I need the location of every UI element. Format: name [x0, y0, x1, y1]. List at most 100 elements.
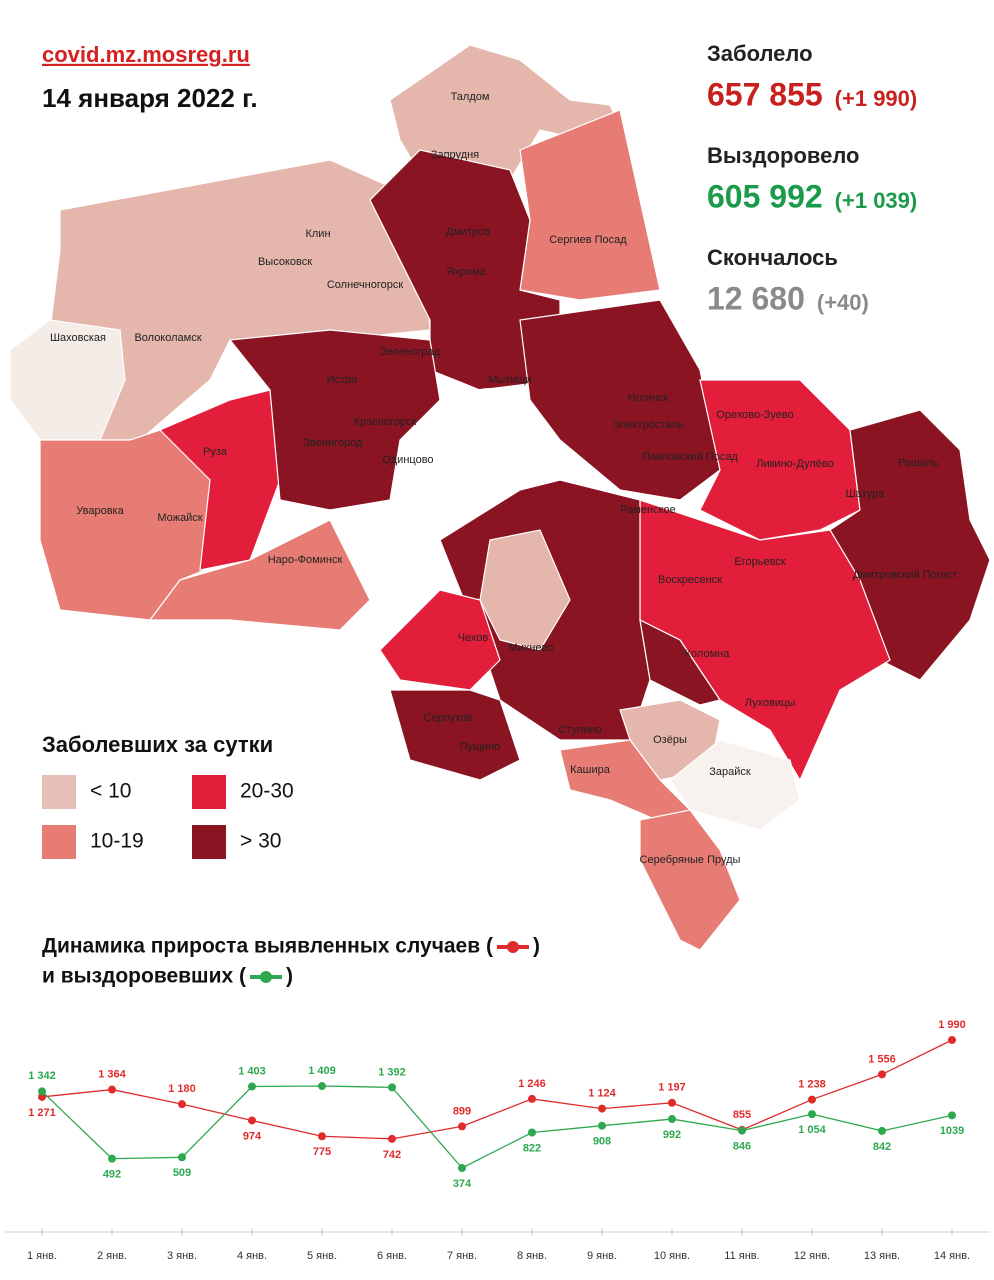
- legend-swatch: [42, 775, 76, 809]
- x-tick-label: 10 янв.: [654, 1250, 690, 1262]
- city-label: Уваровка: [76, 505, 124, 517]
- value-label: 1 054: [798, 1124, 826, 1136]
- point: [388, 1083, 396, 1092]
- point: [38, 1087, 46, 1096]
- series-line: [41, 1085, 953, 1169]
- stat-delta: (+40): [817, 290, 869, 315]
- point: [458, 1164, 466, 1172]
- value-label: 1 392: [378, 1066, 406, 1078]
- stat-label: Заболело: [707, 41, 813, 66]
- x-tick-label: 14 янв.: [934, 1250, 970, 1262]
- city-label: Шатура: [846, 488, 886, 500]
- stat-delta: (+1 039): [835, 188, 918, 213]
- city-label: Дмитров: [446, 226, 490, 238]
- value-label: 775: [313, 1146, 331, 1158]
- x-tick-label: 12 янв.: [794, 1250, 830, 1262]
- value-label: 1 409: [308, 1065, 336, 1077]
- stat-value: 657 855: [707, 76, 823, 112]
- x-tick-label: 3 янв.: [167, 1250, 197, 1262]
- city-label: Электросталь: [613, 419, 684, 431]
- region: [158, 389, 281, 571]
- value-label: 1 556: [868, 1053, 896, 1065]
- legend: Заболевших за сутки < 10 20-30 10-19 > 30: [42, 732, 294, 859]
- city-label: Солнечногорск: [327, 279, 403, 291]
- moscow-hole: [438, 388, 542, 492]
- chart-title: ): [286, 965, 293, 988]
- legend-title: Заболевших за сутки: [42, 732, 273, 757]
- city-label: Озёры: [653, 734, 687, 746]
- city-label: Наро-Фоминск: [268, 554, 343, 566]
- city-label: Можайск: [157, 512, 202, 524]
- city-label: Ликино-Дулёво: [756, 458, 834, 470]
- city-label: Егорьевск: [734, 556, 785, 568]
- point: [668, 1115, 676, 1124]
- value-label: 1 403: [238, 1065, 266, 1077]
- point: [178, 1100, 186, 1109]
- city-label: Серебряные Пруды: [640, 854, 741, 866]
- point: [108, 1085, 116, 1094]
- x-tick-label: 2 янв.: [97, 1250, 127, 1262]
- city-label: Павловский Посад: [642, 451, 738, 463]
- city-label: Волоколамск: [134, 332, 201, 344]
- stat-label: Выздоровело: [707, 143, 860, 168]
- legend-swatch: [192, 775, 226, 809]
- city-label: Ступино: [559, 724, 602, 736]
- x-tick-label: 6 янв.: [377, 1250, 407, 1262]
- city-label: Истра: [327, 374, 359, 386]
- city-label: Клин: [305, 228, 330, 240]
- legend-label: 10-19: [90, 830, 144, 853]
- date: 14 января 2022 г.: [42, 83, 258, 113]
- region: [228, 329, 441, 511]
- value-label: 1 271: [28, 1107, 56, 1119]
- point: [668, 1098, 676, 1107]
- stat-label: Скончалось: [707, 245, 838, 270]
- city-label: Рошаль: [898, 457, 938, 469]
- city-label: Коломна: [685, 648, 731, 660]
- point: [948, 1111, 956, 1120]
- value-label: 908: [593, 1136, 611, 1148]
- value-label: 1 246: [518, 1078, 546, 1090]
- value-label: 492: [103, 1169, 121, 1181]
- point: [318, 1132, 326, 1141]
- line-chart: Динамика прироста выявленных случаев () и…: [5, 935, 990, 1262]
- value-label: 1 124: [588, 1088, 616, 1100]
- value-label: 822: [523, 1142, 541, 1154]
- point: [598, 1104, 606, 1113]
- chart-title: Динамика прироста выявленных случаев (: [42, 935, 493, 958]
- value-label: 974: [243, 1130, 262, 1142]
- point: [458, 1122, 466, 1131]
- region: [39, 429, 231, 621]
- region: [639, 809, 741, 951]
- value-label: 846: [733, 1141, 751, 1153]
- chart-title: и выздоровевших (: [42, 965, 246, 988]
- x-tick-label: 13 янв.: [864, 1250, 900, 1262]
- legend-label: < 10: [90, 780, 131, 803]
- point: [598, 1121, 606, 1130]
- x-tick-label: 5 янв.: [307, 1250, 337, 1262]
- point: [248, 1082, 256, 1091]
- city-label: Ногинск: [628, 392, 669, 404]
- point: [878, 1126, 886, 1135]
- stat-value: 12 680: [707, 280, 805, 316]
- title-legend-dot: [259, 971, 272, 983]
- legend-swatch: [192, 825, 226, 859]
- city-label: Яхрома: [446, 266, 486, 278]
- x-tick-label: 4 янв.: [237, 1250, 267, 1262]
- region: [519, 299, 721, 501]
- region: [639, 618, 721, 706]
- city-label: Сергиев Посад: [549, 234, 627, 246]
- point: [178, 1153, 186, 1162]
- point: [318, 1082, 326, 1091]
- point: [248, 1116, 256, 1125]
- city-label: Одинцово: [382, 454, 433, 466]
- city-label: Михнево: [509, 642, 554, 654]
- chart-title: ): [533, 935, 540, 958]
- city-label: Высоковск: [258, 256, 312, 268]
- city-label: Орехово-Зуево: [716, 409, 794, 421]
- value-label: 992: [663, 1129, 681, 1141]
- point: [948, 1036, 956, 1044]
- title-legend-dot: [506, 941, 519, 953]
- legend-swatch: [42, 825, 76, 859]
- city-labels: Талдом Запрудня Дмитров Яхрома Клин Высоковск…: [50, 91, 957, 866]
- city-label: Красногорск: [354, 416, 417, 428]
